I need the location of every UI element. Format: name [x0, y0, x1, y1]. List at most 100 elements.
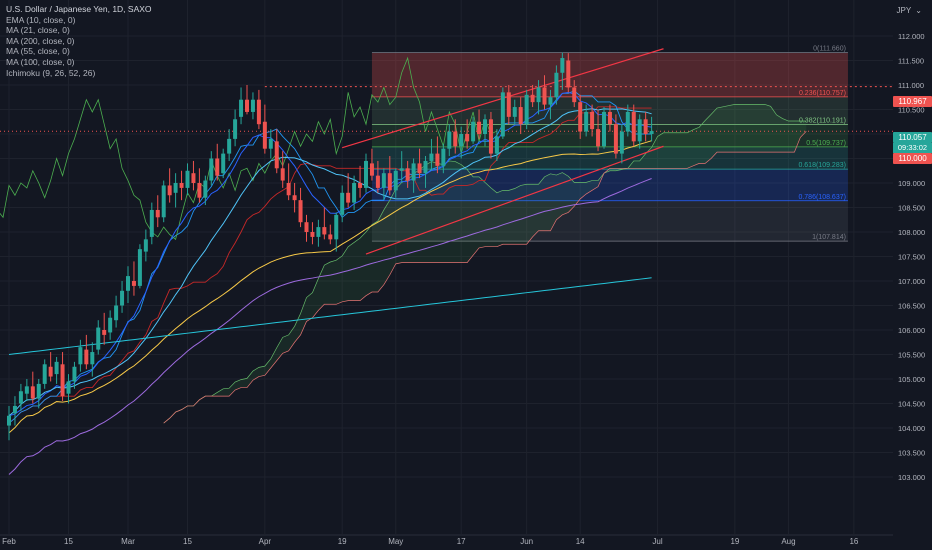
x-tick-label: Aug — [781, 537, 795, 546]
candle-body — [256, 99, 261, 125]
candle-body — [334, 214, 339, 240]
candle-body — [340, 192, 345, 215]
candle-body — [506, 92, 511, 117]
candle-body — [518, 107, 523, 125]
candle-body — [399, 168, 404, 171]
y-tick-label: 104.000 — [898, 424, 925, 433]
candle-body — [471, 121, 476, 142]
candle-body — [274, 141, 279, 169]
y-tick-label: 104.500 — [898, 400, 925, 409]
candle-body — [185, 170, 190, 188]
candle-body — [90, 352, 95, 365]
candle-body — [441, 148, 446, 166]
candle-body — [322, 227, 327, 235]
candle-body — [36, 383, 41, 399]
kijun-sen — [8, 106, 652, 424]
x-tick-label: 15 — [64, 537, 73, 546]
y-tick-label: 107.500 — [898, 253, 925, 262]
candle-body — [483, 119, 487, 134]
candle-body — [215, 158, 220, 176]
candle-body — [328, 234, 333, 240]
candle-body — [393, 170, 398, 191]
x-tick-label: 16 — [849, 537, 858, 546]
candle-body — [542, 87, 547, 105]
x-tick-label: Jun — [520, 537, 533, 546]
candle-body — [578, 102, 583, 132]
fib-zone — [371, 200, 848, 242]
legend-ichimoku[interactable]: Ichimoku (9, 26, 52, 26) — [6, 67, 96, 78]
candle-body — [423, 160, 428, 174]
candle-body — [536, 87, 541, 103]
fib-level-label: 0.5(109.737) — [806, 140, 846, 147]
bar-countdown: 09:33:02 — [893, 143, 932, 153]
candle-body — [114, 305, 119, 321]
y-tick-label: 105.500 — [898, 351, 925, 360]
scale-settings-icon[interactable]: ⌄ — [915, 6, 922, 15]
y-tick-label: 111.500 — [898, 57, 924, 66]
candle-body — [530, 94, 535, 103]
ma-55-line — [8, 140, 652, 434]
currency-unit[interactable]: JPY ⌄ — [897, 6, 922, 15]
y-tick-label: 109.000 — [898, 179, 925, 188]
candle-body — [619, 131, 624, 154]
candle-body — [625, 111, 630, 132]
candle-body — [233, 119, 238, 139]
senkou-span-a — [163, 104, 807, 424]
candle-body — [631, 111, 636, 142]
ma-200-line — [8, 277, 652, 355]
y-tick-label: 106.000 — [898, 326, 925, 335]
candle-body — [459, 134, 464, 147]
candle-body — [405, 168, 410, 181]
candle-body — [120, 290, 125, 306]
candle-body — [298, 200, 303, 223]
candle-body — [292, 195, 297, 201]
ma-21-line — [8, 108, 652, 417]
fib-zone — [371, 52, 848, 97]
candle-body — [524, 94, 529, 125]
price-tag-last: 110.057 — [893, 132, 932, 143]
candle-body — [613, 124, 618, 154]
fib-level-label: 0(111.660) — [813, 46, 846, 53]
candle-body — [316, 227, 321, 237]
candle-body — [155, 209, 160, 218]
candle-body — [221, 153, 226, 174]
legend-ma100[interactable]: MA (100, close, 0) — [6, 56, 75, 67]
candle-body — [72, 366, 77, 382]
candle-body — [203, 180, 208, 198]
x-tick-label: Feb — [2, 537, 16, 546]
legend-ma55[interactable]: MA (55, close, 0) — [6, 46, 70, 57]
candle-body — [286, 183, 291, 196]
legend-ma200[interactable]: MA (200, close, 0) — [6, 35, 75, 46]
candle-body — [429, 153, 434, 161]
candle-body — [173, 183, 178, 193]
candle-body — [364, 160, 368, 188]
candle-body — [500, 92, 505, 137]
candle-body — [245, 99, 249, 112]
candle-body — [453, 131, 458, 147]
candle-body — [590, 111, 595, 130]
legend-ema10[interactable]: EMA (10, close, 0) — [6, 14, 76, 25]
candle-body — [42, 364, 47, 384]
candle-body — [54, 361, 59, 375]
candle-body — [24, 386, 29, 394]
channel-lower — [365, 145, 664, 255]
y-tick-label: 111.000 — [898, 81, 924, 90]
x-tick-label: 15 — [183, 537, 192, 546]
candle-body — [131, 281, 136, 286]
candle-body — [304, 222, 309, 232]
candle-body — [643, 119, 648, 134]
candle-body — [227, 138, 232, 154]
legend-ma21[interactable]: MA (21, close, 0) — [6, 25, 70, 36]
chart-legend: U.S. Dollar / Japanese Yen, 1D, SAXO EMA… — [6, 4, 152, 78]
candle-body — [12, 405, 17, 414]
y-tick-label: 103.000 — [898, 473, 925, 482]
candle-body — [161, 185, 166, 218]
candle-body — [310, 232, 315, 237]
candle-body — [488, 119, 493, 154]
candle-body — [584, 111, 589, 132]
ichimoku-cloud — [163, 104, 807, 424]
candle-body — [572, 87, 577, 103]
fib-level-label: 0.236(110.757) — [799, 90, 846, 97]
